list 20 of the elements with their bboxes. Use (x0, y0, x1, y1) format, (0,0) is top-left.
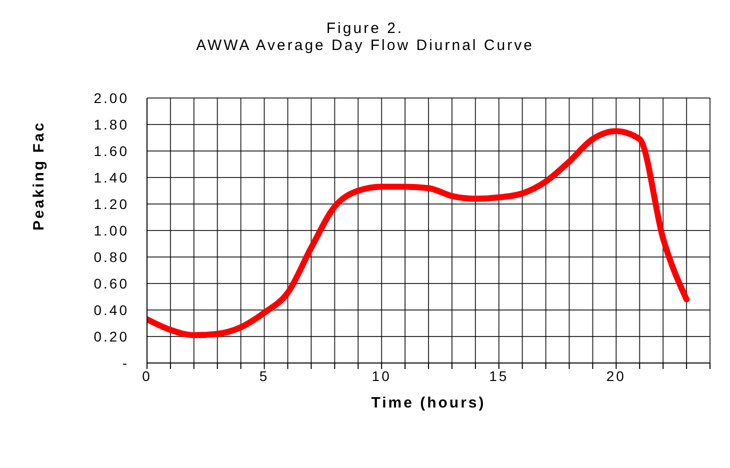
y-tick-label: 0.40 (94, 302, 129, 318)
y-tick-label: 1.60 (94, 142, 129, 159)
chart-subtitle: AWWA Average Day Flow Diurnal Curve (195, 37, 535, 54)
x-tick-label: 10 (372, 368, 392, 384)
x-axis-title: Time (hours) (371, 394, 486, 412)
x-tick-label: 15 (489, 368, 509, 384)
y-tick-label: - (122, 354, 129, 371)
y-tick-label: 0.80 (94, 248, 129, 265)
y-tick-label: 1.00 (94, 222, 129, 238)
y-tick-label: 1.80 (94, 116, 129, 132)
y-axis-title: Peaking Fac (30, 120, 48, 230)
y-tick-label: 1.20 (94, 196, 129, 212)
chart-title: Figure 2. (325, 20, 405, 37)
x-tick-label: 0 (142, 368, 152, 384)
y-tick-label: 1.40 (94, 169, 129, 186)
y-tick-label: 0.20 (94, 328, 129, 344)
x-tick-label: 20 (606, 368, 626, 384)
y-tick-label: 0.60 (94, 275, 129, 292)
y-tick-label: 2.00 (94, 90, 129, 106)
x-tick-label: 5 (259, 368, 270, 384)
